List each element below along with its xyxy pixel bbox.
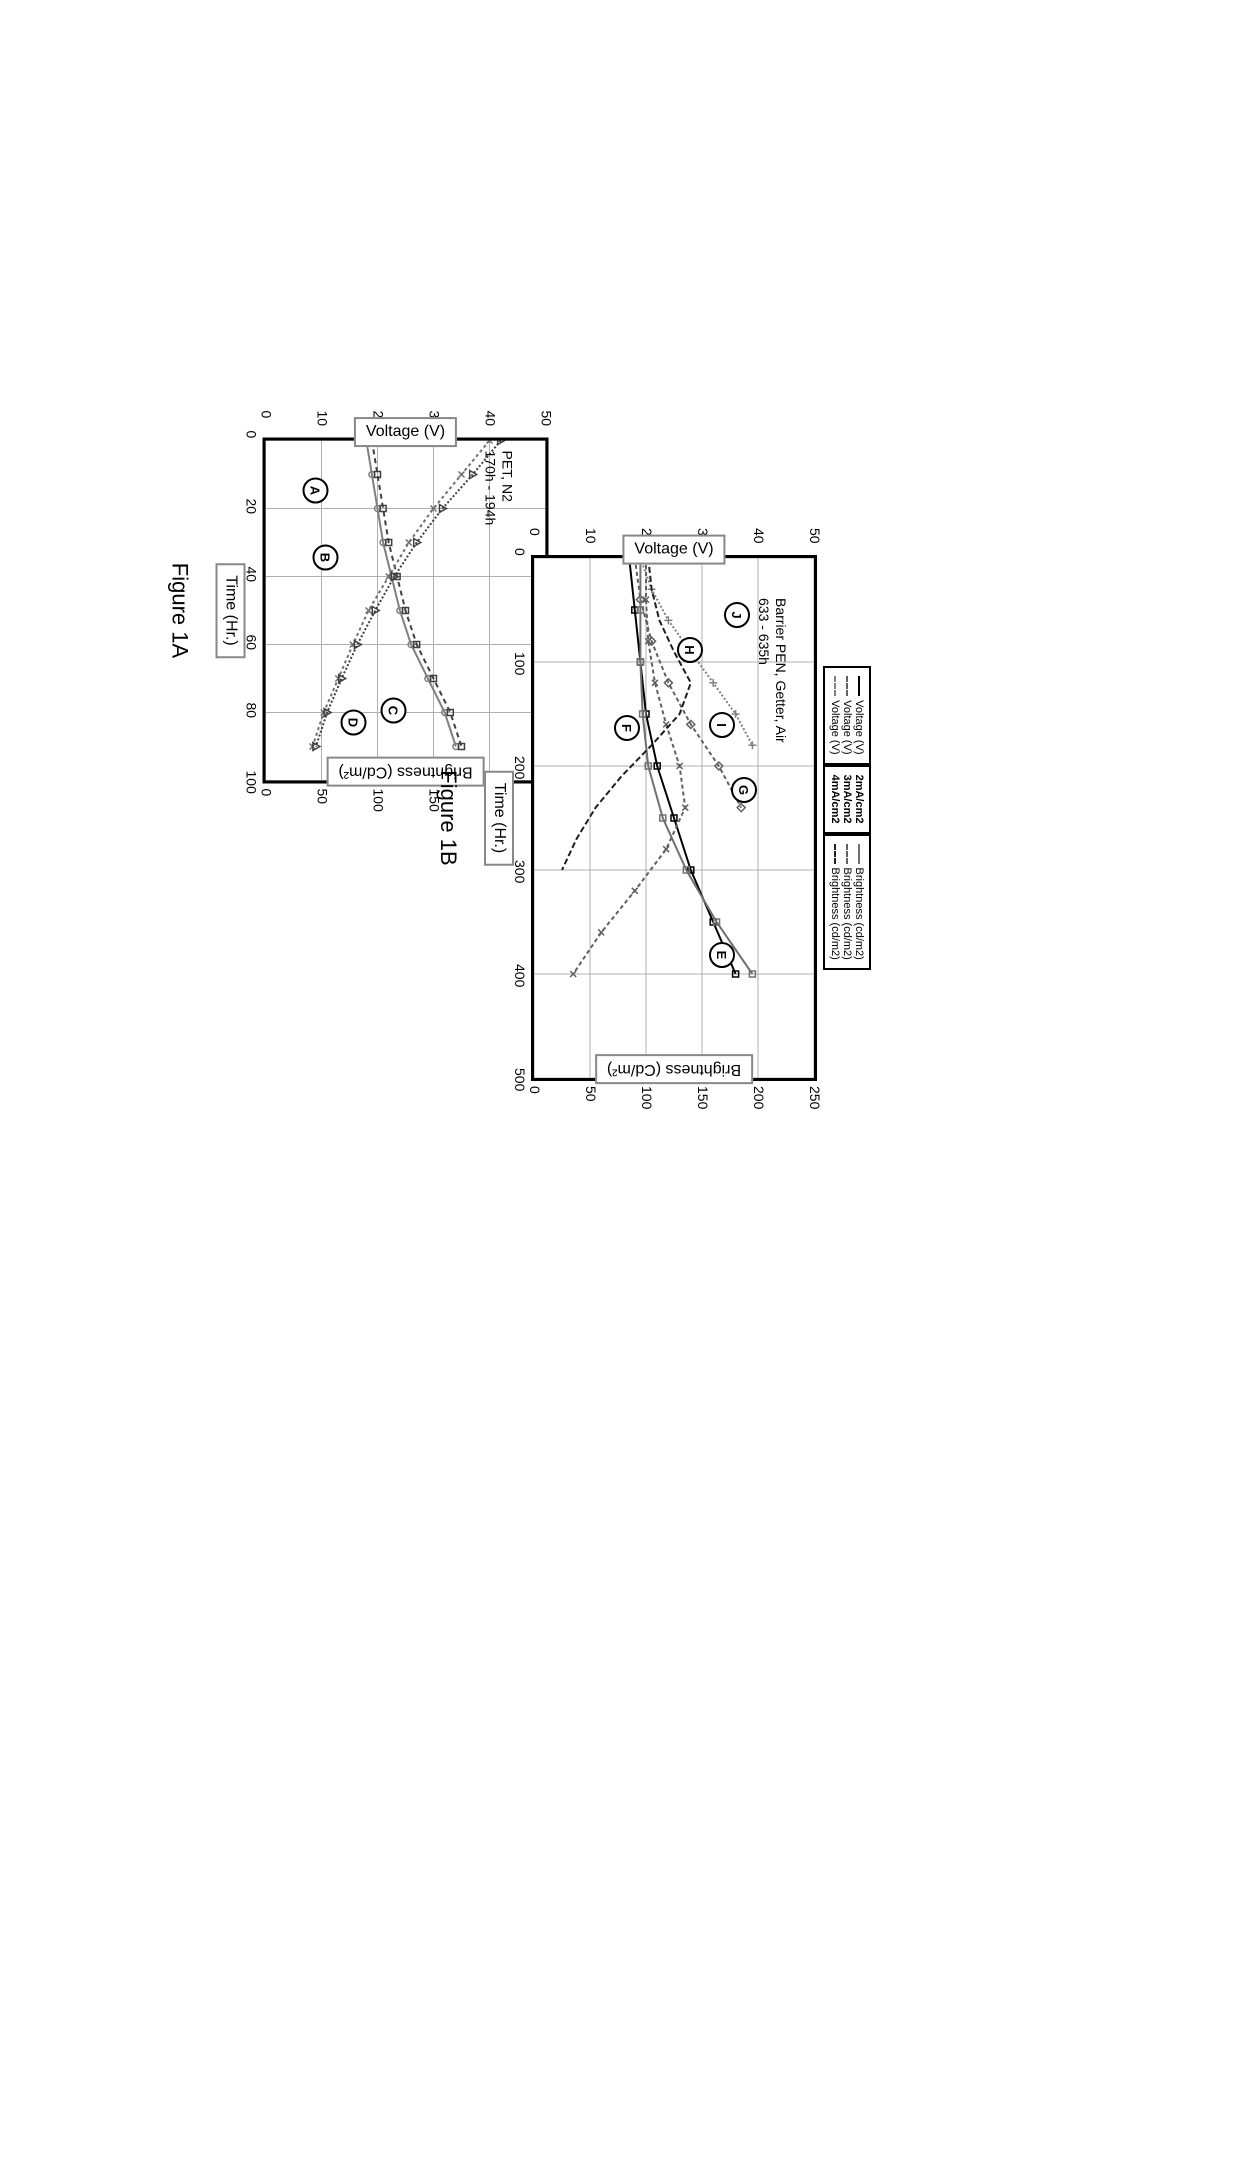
- legend-brightness-row: Brightness (cd/m2): [841, 844, 853, 960]
- y-left-tick-label: 50: [539, 411, 555, 433]
- callout-i: I: [709, 712, 735, 738]
- legend-voltage-col: Voltage (V)Voltage (V)Voltage (V): [823, 666, 871, 764]
- callout-c: C: [381, 698, 407, 724]
- x-tick-label: 200: [512, 756, 528, 779]
- callout-h: H: [677, 637, 703, 663]
- legend-current-row: 2mA/cm2: [853, 775, 865, 824]
- legend-brightness-col: Brightness (cd/m2)Brightness (cd/m2)Brig…: [823, 834, 871, 970]
- y-right-tick-label: 150: [695, 1086, 711, 1109]
- figure-1b-caption: Figure 1B: [435, 770, 461, 865]
- chart-annotation: Barrier PEN, Getter, Air633 - 635h: [755, 598, 789, 743]
- legend-current-row: 3mA/cm2: [841, 775, 853, 824]
- x-axis-label: Time (Hr.): [216, 563, 246, 658]
- callout-b: B: [313, 545, 339, 571]
- y-right-tick-label: 0: [259, 789, 275, 797]
- y-right-axis-label: Brightness (Cd/m²): [595, 1054, 753, 1084]
- x-tick-label: 0: [244, 431, 260, 439]
- x-tick-label: 80: [244, 703, 260, 719]
- x-axis-label: Time (Hr.): [484, 771, 514, 866]
- y-left-axis-label: Voltage (V): [354, 417, 457, 447]
- legend-voltage-row: Voltage (V): [841, 676, 853, 754]
- x-tick-label: 500: [512, 1068, 528, 1091]
- legend-brightness-row: Brightness (cd/m2): [829, 844, 841, 960]
- figure-1b-block: Voltage (V)Voltage (V)Voltage (V) 2mA/cm…: [435, 555, 871, 1081]
- callout-a: A: [303, 478, 329, 504]
- y-right-tick-label: 0: [527, 1086, 543, 1094]
- chart-annotation: PET, N2170h - 194h: [482, 451, 516, 526]
- y-right-tick-label: 100: [371, 789, 387, 812]
- x-tick-label: 40: [244, 567, 260, 583]
- callout-d: D: [341, 710, 367, 736]
- legend-voltage-row: Voltage (V): [853, 676, 865, 754]
- figure-1a-caption: Figure 1A: [167, 563, 193, 658]
- y-right-tick-label: 100: [639, 1086, 655, 1109]
- y-left-tick-label: 10: [315, 411, 331, 433]
- callout-g: G: [731, 777, 757, 803]
- legend-label: Voltage (V): [829, 700, 841, 754]
- x-tick-label: 100: [512, 652, 528, 675]
- legend-label: Brightness (cd/m2): [829, 868, 841, 960]
- legend-label: Voltage (V): [853, 700, 865, 754]
- legend-label: Brightness (cd/m2): [841, 868, 853, 960]
- page-root: 3mA/cm2 02040608010000105020100301504020…: [20, 20, 1220, 1036]
- x-tick-label: 60: [244, 635, 260, 651]
- y-left-tick-label: 10: [583, 528, 599, 550]
- y-right-tick-label: 200: [751, 1086, 767, 1109]
- y-left-tick-label: 0: [259, 411, 275, 433]
- callout-j: J: [724, 602, 750, 628]
- legend-current-row: 4mA/cm2: [829, 775, 841, 824]
- legend-label: Brightness (cd/m2): [853, 868, 865, 960]
- legend-current-col: 2mA/cm23mA/cm24mA/cm2: [823, 765, 871, 834]
- x-tick-label: 100: [244, 771, 260, 794]
- y-left-tick-label: 50: [807, 528, 823, 550]
- x-tick-label: 300: [512, 860, 528, 883]
- y-left-axis-label: Voltage (V): [622, 535, 725, 565]
- y-left-tick-label: 40: [751, 528, 767, 550]
- y-right-tick-label: 50: [583, 1086, 599, 1102]
- callout-e: E: [709, 942, 735, 968]
- legend-label: Voltage (V): [841, 700, 853, 754]
- y-left-tick-label: 40: [483, 411, 499, 433]
- x-tick-label: 20: [244, 499, 260, 515]
- y-right-tick-label: 250: [807, 1086, 823, 1109]
- figure-1b-chart: 0100200300400500001050201003015040200502…: [531, 555, 817, 1081]
- y-right-tick-label: 50: [315, 789, 331, 805]
- x-tick-label: 0: [512, 548, 528, 556]
- y-left-tick-label: 0: [527, 528, 543, 550]
- callout-f: F: [614, 715, 640, 741]
- legend-brightness-row: Brightness (cd/m2): [853, 844, 865, 960]
- figure-1b-legend: Voltage (V)Voltage (V)Voltage (V) 2mA/cm…: [823, 666, 871, 970]
- x-tick-label: 400: [512, 964, 528, 987]
- legend-voltage-row: Voltage (V): [829, 676, 841, 754]
